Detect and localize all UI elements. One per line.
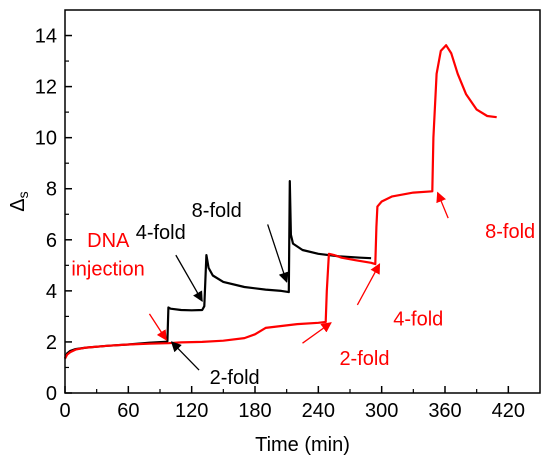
annotation-label: 4-fold (136, 222, 186, 244)
plot-frame (64, 9, 541, 394)
annotation-label: 4-fold (393, 308, 443, 330)
x-tick-label: 60 (117, 400, 139, 422)
x-tick-label: 360 (428, 400, 461, 422)
annotation-label: 8-fold (485, 221, 535, 243)
y-tick-label: 4 (46, 281, 57, 303)
x-tick-label: 240 (302, 400, 335, 422)
y-axis-title: Δs (7, 191, 31, 211)
annotation-label: DNA (87, 230, 130, 252)
annotation-label: injection (71, 259, 144, 281)
x-tick-label: 0 (59, 400, 70, 422)
annotation-arrow (175, 254, 203, 302)
x-tick-label: 300 (365, 400, 398, 422)
y-tick-label: 2 (46, 332, 57, 354)
y-tick-label: 0 (46, 383, 57, 405)
y-axis-title-subscript: s (15, 191, 31, 198)
annotation-arrow (148, 313, 167, 341)
annotation-arrow (267, 224, 289, 283)
x-tick-label: 420 (492, 400, 525, 422)
annotation-arrow (356, 263, 381, 306)
y-axis-title-symbol: Δ (7, 198, 29, 211)
annotation-arrow (170, 341, 200, 371)
x-axis-title: Time (min) (255, 434, 350, 456)
y-tick-label: 6 (46, 230, 57, 252)
series-layer (63, 44, 497, 360)
annotation-label: 2-fold (210, 367, 260, 389)
x-tick-label: 180 (238, 400, 271, 422)
series-line-2 (64, 44, 497, 360)
annotation-label: 8-fold (192, 200, 242, 222)
y-tick-label: 14 (35, 26, 57, 48)
y-tick-label: 8 (46, 179, 57, 201)
tick-layer: 0 60 120 180 240 300 360 420 0 2 4 6 8 10 12 14 (35, 26, 525, 422)
y-tick-label: 10 (35, 128, 57, 150)
annotation-arrow (302, 322, 332, 344)
x-tick-label: 120 (175, 400, 208, 422)
annotation-arrow (436, 191, 449, 219)
annotation-label: 2-fold (339, 348, 389, 370)
y-tick-label: 12 (35, 77, 57, 99)
annotation-layer: DNAinjection4-fold8-fold2-fold2-fold4-fo… (71, 191, 535, 389)
